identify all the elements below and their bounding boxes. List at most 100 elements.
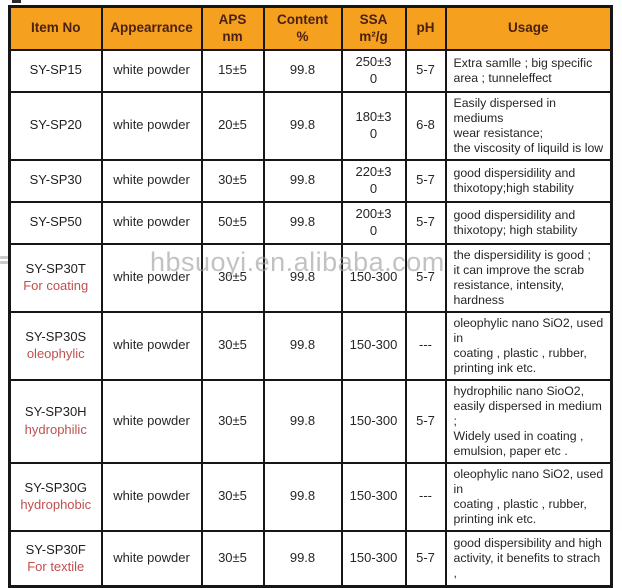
cell-item-no: SY-SP30G hydrophobic [8, 461, 103, 532]
table-row: SY-SP30G hydrophobic white powder 30±5 99.8 1… [8, 461, 613, 532]
cell-content: 99.8 [262, 242, 343, 313]
table-row: SY-SP30S oleophylic white powder 30±5 99.8 15… [8, 310, 613, 381]
item-code: SY-SP30S [25, 328, 87, 344]
table-row: SY-SP30F For textile white powder 30±5 99.8 1… [8, 529, 613, 588]
cell-item-no: SY-SP15 [8, 48, 103, 93]
cropped-text-artifact [12, 0, 21, 3]
cell-aps: 30±5 [200, 461, 265, 532]
col-header-ph: pH [404, 5, 447, 51]
cell-ssa: 150-300 [340, 378, 407, 464]
item-code: SY-SP30 [29, 172, 82, 188]
cell-aps: 30±5 [200, 158, 265, 203]
item-subtitle: hydrophobic [20, 497, 92, 512]
cell-appearance: white powder [100, 529, 203, 588]
cell-appearance: white powder [100, 158, 203, 203]
page-background: Item No Appearrance APS nm Content % SSA… [0, 0, 622, 531]
cell-item-no: SY-SP30H hydrophilic [8, 378, 103, 464]
cell-content: 99.8 [262, 461, 343, 532]
header-row: Item No Appearrance APS nm Content % SSA… [8, 5, 613, 51]
cell-ph: --- [404, 461, 447, 532]
cell-aps: 20±5 [200, 90, 265, 161]
col-header-item-no: Item No [8, 5, 103, 51]
cell-item-no: SY-SP20 [8, 90, 103, 161]
cell-usage: oleophylic nano SiO2, used in coating , … [444, 461, 613, 532]
cell-usage: oleophylic nano SiO2, used in coating , … [444, 310, 613, 381]
cell-item-no: SY-SP30S oleophylic [8, 310, 103, 381]
cell-appearance: white powder [100, 461, 203, 532]
table-row: SY-SP30 white powder 30±5 99.8 220±3 0 5-7 goo… [8, 158, 613, 203]
item-subtitle: hydrophilic [24, 421, 87, 437]
item-code: SY-SP15 [29, 62, 82, 78]
cell-aps: 15±5 [200, 48, 265, 93]
cell-appearance: white powder [100, 378, 203, 464]
cell-item-no: SY-SP30 [8, 158, 103, 203]
table-header: Item No Appearrance APS nm Content % SSA… [8, 5, 613, 51]
cell-ssa: 150-300 [340, 529, 407, 588]
cell-appearance: white powder [100, 48, 203, 93]
table-row: SY-SP50 white powder 50±5 99.8 200±3 0 5-7 goo… [8, 200, 613, 245]
item-code: SY-SP50 [29, 214, 82, 230]
cell-ssa: 220±3 0 [340, 158, 407, 203]
cell-ph: 5-7 [404, 200, 447, 245]
table-row: SY-SP20 white powder 20±5 99.8 180±3 0 6-8 Eas… [8, 90, 613, 161]
cell-usage: hydrophilic nano SioO2, easily dispersed… [444, 378, 613, 464]
cell-ssa: 180±3 0 [340, 90, 407, 161]
cell-appearance: white powder [100, 242, 203, 313]
cell-usage: Easily dispersed in mediums wear resista… [444, 90, 613, 161]
cell-ph: 5-7 [404, 158, 447, 203]
cell-aps: 30±5 [200, 310, 265, 381]
col-header-content: Content % [262, 5, 343, 51]
cell-content: 99.8 [262, 310, 343, 381]
cell-usage: good dispersidility and thixotopy;high s… [444, 158, 613, 203]
item-code: SY-SP30T [25, 260, 86, 276]
col-header-usage: Usage [444, 5, 613, 51]
cell-item-no: SY-SP30F For textile [8, 529, 103, 588]
product-spec-table: Item No Appearrance APS nm Content % SSA… [8, 5, 613, 588]
cell-ph: --- [404, 310, 447, 381]
cell-ph: 5-7 [404, 529, 447, 588]
cell-appearance: white powder [100, 310, 203, 381]
cell-content: 99.8 [262, 48, 343, 93]
item-code: SY-SP20 [29, 117, 82, 133]
cell-aps: 30±5 [200, 378, 265, 464]
table-row: SY-SP15 white powder 15±5 99.8 250±3 0 5-7 Ext… [8, 48, 613, 93]
table-row: SY-SP30T For coating white powder 30±5 99.8 1… [8, 242, 613, 313]
cell-ssa: 200±3 0 [340, 200, 407, 245]
cell-usage: the dispersidility is good ; it can impr… [444, 242, 613, 313]
cell-ssa: 250±3 0 [340, 48, 407, 93]
cell-item-no: SY-SP30T For coating [8, 242, 103, 313]
cell-ph: 5-7 [404, 378, 447, 464]
cell-appearance: white powder [100, 90, 203, 161]
cell-content: 99.8 [262, 90, 343, 161]
item-code: SY-SP30F [25, 541, 86, 557]
cell-aps: 50±5 [200, 200, 265, 245]
cell-usage: Extra samlle ; big specific area ; tunne… [444, 48, 613, 93]
cell-aps: 30±5 [200, 529, 265, 588]
cell-item-no: SY-SP50 [8, 200, 103, 245]
cell-content: 99.8 [262, 200, 343, 245]
cell-content: 99.8 [262, 529, 343, 588]
col-header-ssa: SSA m²/g [340, 5, 407, 51]
cell-ph: 5-7 [404, 242, 447, 313]
table-body: SY-SP15 white powder 15±5 99.8 250±3 0 5-7 Ext… [8, 48, 613, 588]
cell-ph: 5-7 [404, 48, 447, 93]
col-header-appearance: Appearrance [100, 5, 203, 51]
item-subtitle: For textile [27, 558, 85, 574]
col-header-aps: APS nm [200, 5, 265, 51]
cell-ssa: 150-300 [340, 461, 407, 532]
cell-content: 99.8 [262, 158, 343, 203]
item-subtitle: oleophylic [26, 346, 85, 361]
item-code: SY-SP30G [24, 479, 87, 495]
cell-ssa: 150-300 [340, 242, 407, 313]
cell-ph: 6-8 [404, 90, 447, 161]
cell-aps: 30±5 [200, 242, 265, 313]
item-subtitle: For coating [23, 278, 89, 293]
cell-usage: good dispersidility and thixotopy; high … [444, 200, 613, 245]
cell-ssa: 150-300 [340, 310, 407, 381]
table-row: SY-SP30H hydrophilic white powder 30±5 99.8 1… [8, 378, 613, 464]
cell-content: 99.8 [262, 378, 343, 464]
cell-usage: good dispersibility and high activity, i… [444, 529, 613, 588]
cell-appearance: white powder [100, 200, 203, 245]
item-code: SY-SP30H [24, 404, 87, 420]
watermark-fragment [0, 254, 8, 266]
